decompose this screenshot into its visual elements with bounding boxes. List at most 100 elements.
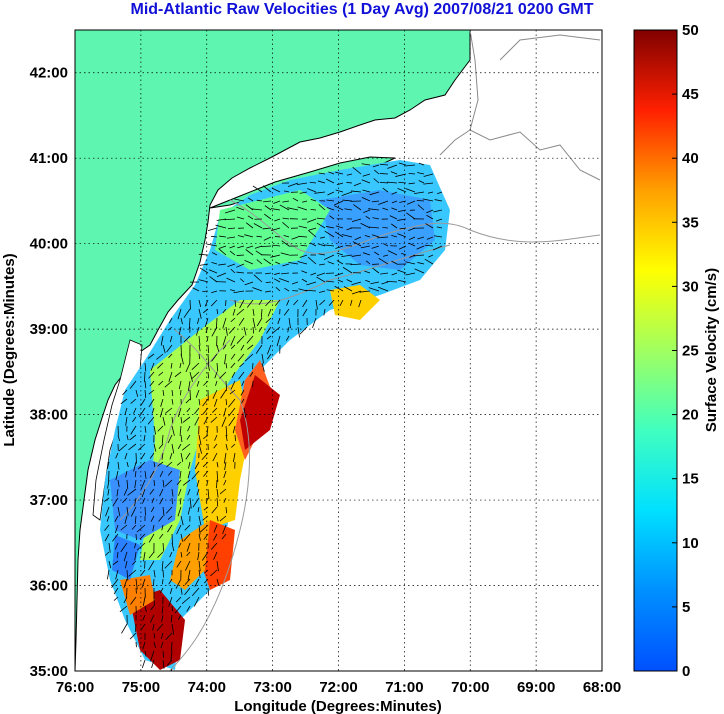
velocity-vector [207, 362, 210, 371]
velocity-vector [216, 560, 219, 572]
velocity-vector [162, 416, 166, 426]
velocity-vector [238, 371, 245, 380]
velocity-vector [160, 632, 164, 639]
velocity-vector [230, 353, 236, 360]
velocity-vector [433, 209, 443, 213]
velocity-vector [126, 569, 129, 581]
velocity-vector [245, 222, 254, 229]
velocity-vector [391, 235, 398, 238]
velocity-vector [164, 560, 173, 569]
velocity-vector [179, 362, 182, 369]
velocity-vector [117, 461, 120, 470]
velocity-vector [169, 587, 173, 594]
velocity-vector [326, 289, 335, 292]
velocity-vector [168, 578, 173, 585]
velocity-vector [224, 218, 236, 221]
y-tick-label: 37:00 [30, 492, 68, 509]
velocity-vector [244, 234, 254, 238]
velocity-vector [286, 299, 290, 306]
x-tick-labels: 76:00 75:00 74:00 73:00 72:00 71:00 70:00 69:00… [56, 679, 621, 696]
velocity-vector [180, 533, 184, 542]
new-england-outline [439, 30, 601, 181]
velocity-vector [265, 299, 272, 307]
velocity-vector [246, 299, 254, 308]
velocity-vector [265, 290, 272, 293]
velocity-vector [180, 515, 184, 526]
velocity-vector [413, 254, 425, 257]
velocity-vector [226, 277, 236, 283]
velocity-vector [114, 524, 119, 534]
velocity-vector [316, 272, 326, 277]
velocity-vector [228, 326, 236, 334]
velocity-vector [180, 389, 182, 396]
velocity-vector [282, 217, 290, 220]
velocity-vector [153, 479, 156, 486]
velocity-vector [306, 281, 317, 286]
velocity-vector [256, 199, 263, 202]
velocity-vector [264, 205, 272, 211]
velocity-vector [213, 443, 218, 449]
map-title: Mid-Atlantic Raw Velocities (1 Day Avg) … [130, 1, 594, 18]
velocity-vector [398, 245, 407, 250]
velocity-vector [199, 267, 209, 274]
velocity-vector [228, 398, 236, 408]
velocity-vector [432, 245, 443, 251]
velocity-vector [106, 569, 110, 580]
velocity-vector [216, 479, 218, 489]
velocity-vector [185, 560, 191, 571]
velocity-vector [207, 344, 210, 354]
velocity-vector [197, 317, 200, 324]
velocity-vector [368, 226, 380, 229]
velocity-vector [117, 479, 120, 488]
velocity-vector [140, 569, 146, 576]
velocity-vector [198, 515, 202, 526]
velocity-vector [263, 258, 272, 265]
velocity-vector [342, 199, 353, 202]
velocity-vector [424, 244, 434, 247]
velocity-vector [157, 551, 164, 558]
velocity-vector [369, 191, 380, 196]
velocity-vector [203, 560, 209, 567]
velocity-vector [171, 623, 175, 635]
velocity-vector [346, 173, 353, 176]
velocity-vector [180, 551, 183, 558]
velocity-vector [325, 226, 335, 229]
velocity-vector [151, 659, 155, 668]
velocity-vector [182, 479, 191, 486]
velocity-vector [153, 443, 157, 452]
velocity-vector [256, 317, 263, 327]
land-mass [75, 30, 471, 671]
velocity-vector [282, 200, 290, 203]
colorbar-tick-label: 45 [682, 86, 699, 103]
velocity-vector [409, 254, 416, 258]
velocity-vector [212, 389, 218, 399]
velocity-vector [247, 197, 254, 202]
velocity-vector [382, 187, 389, 193]
velocity-vector [116, 488, 119, 497]
velocity-vector [236, 206, 245, 211]
velocity-vector [277, 317, 281, 325]
velocity-vector [157, 362, 164, 369]
velocity-vector [240, 344, 245, 351]
velocity-vector [148, 371, 155, 379]
velocity-vector [153, 578, 155, 587]
velocity-vector [212, 407, 218, 413]
velocity-vector [301, 270, 308, 274]
velocity-vector [283, 234, 290, 238]
velocity-vector [167, 470, 173, 476]
velocity-vector [222, 524, 227, 535]
velocity-vector [180, 353, 184, 365]
velocity-vector [140, 398, 146, 407]
velocity-vector [113, 587, 119, 595]
velocity-vector [287, 326, 290, 333]
velocity-vector [140, 452, 146, 460]
velocity-vector [180, 452, 184, 462]
velocity-vector [401, 252, 407, 256]
velocity-vector [296, 182, 308, 185]
velocity-vector [208, 269, 218, 274]
velocity-vector [161, 605, 164, 614]
velocity-vector [389, 215, 398, 220]
velocity-vector [297, 235, 308, 238]
velocity-vector [186, 605, 191, 612]
velocity-vector [184, 524, 191, 531]
